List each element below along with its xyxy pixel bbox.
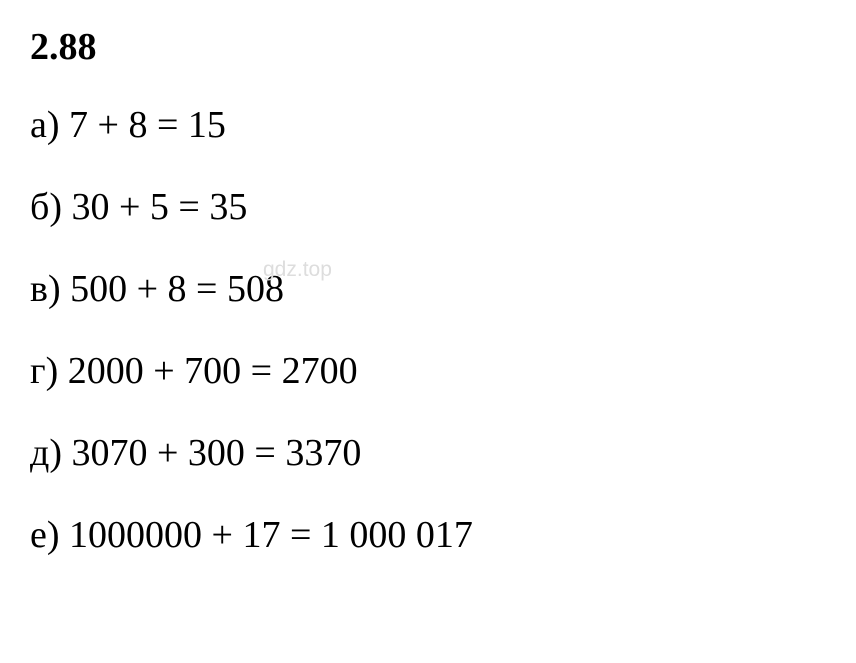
equation-line: е) 1000000 + 17 = 1 000 017 [30,516,826,554]
equation-line: г) 2000 + 700 = 2700 [30,352,826,390]
equation-line: а) 7 + 8 = 15 [30,106,826,144]
equation-line: в) 500 + 8 = 508 [30,270,826,308]
equation-line: д) 3070 + 300 = 3370 [30,434,826,472]
exercise-number: 2.88 [30,28,826,66]
document-container: 2.88 а) 7 + 8 = 15 б) 30 + 5 = 35 в) 500… [0,0,856,554]
equation-line: б) 30 + 5 = 35 [30,188,826,226]
